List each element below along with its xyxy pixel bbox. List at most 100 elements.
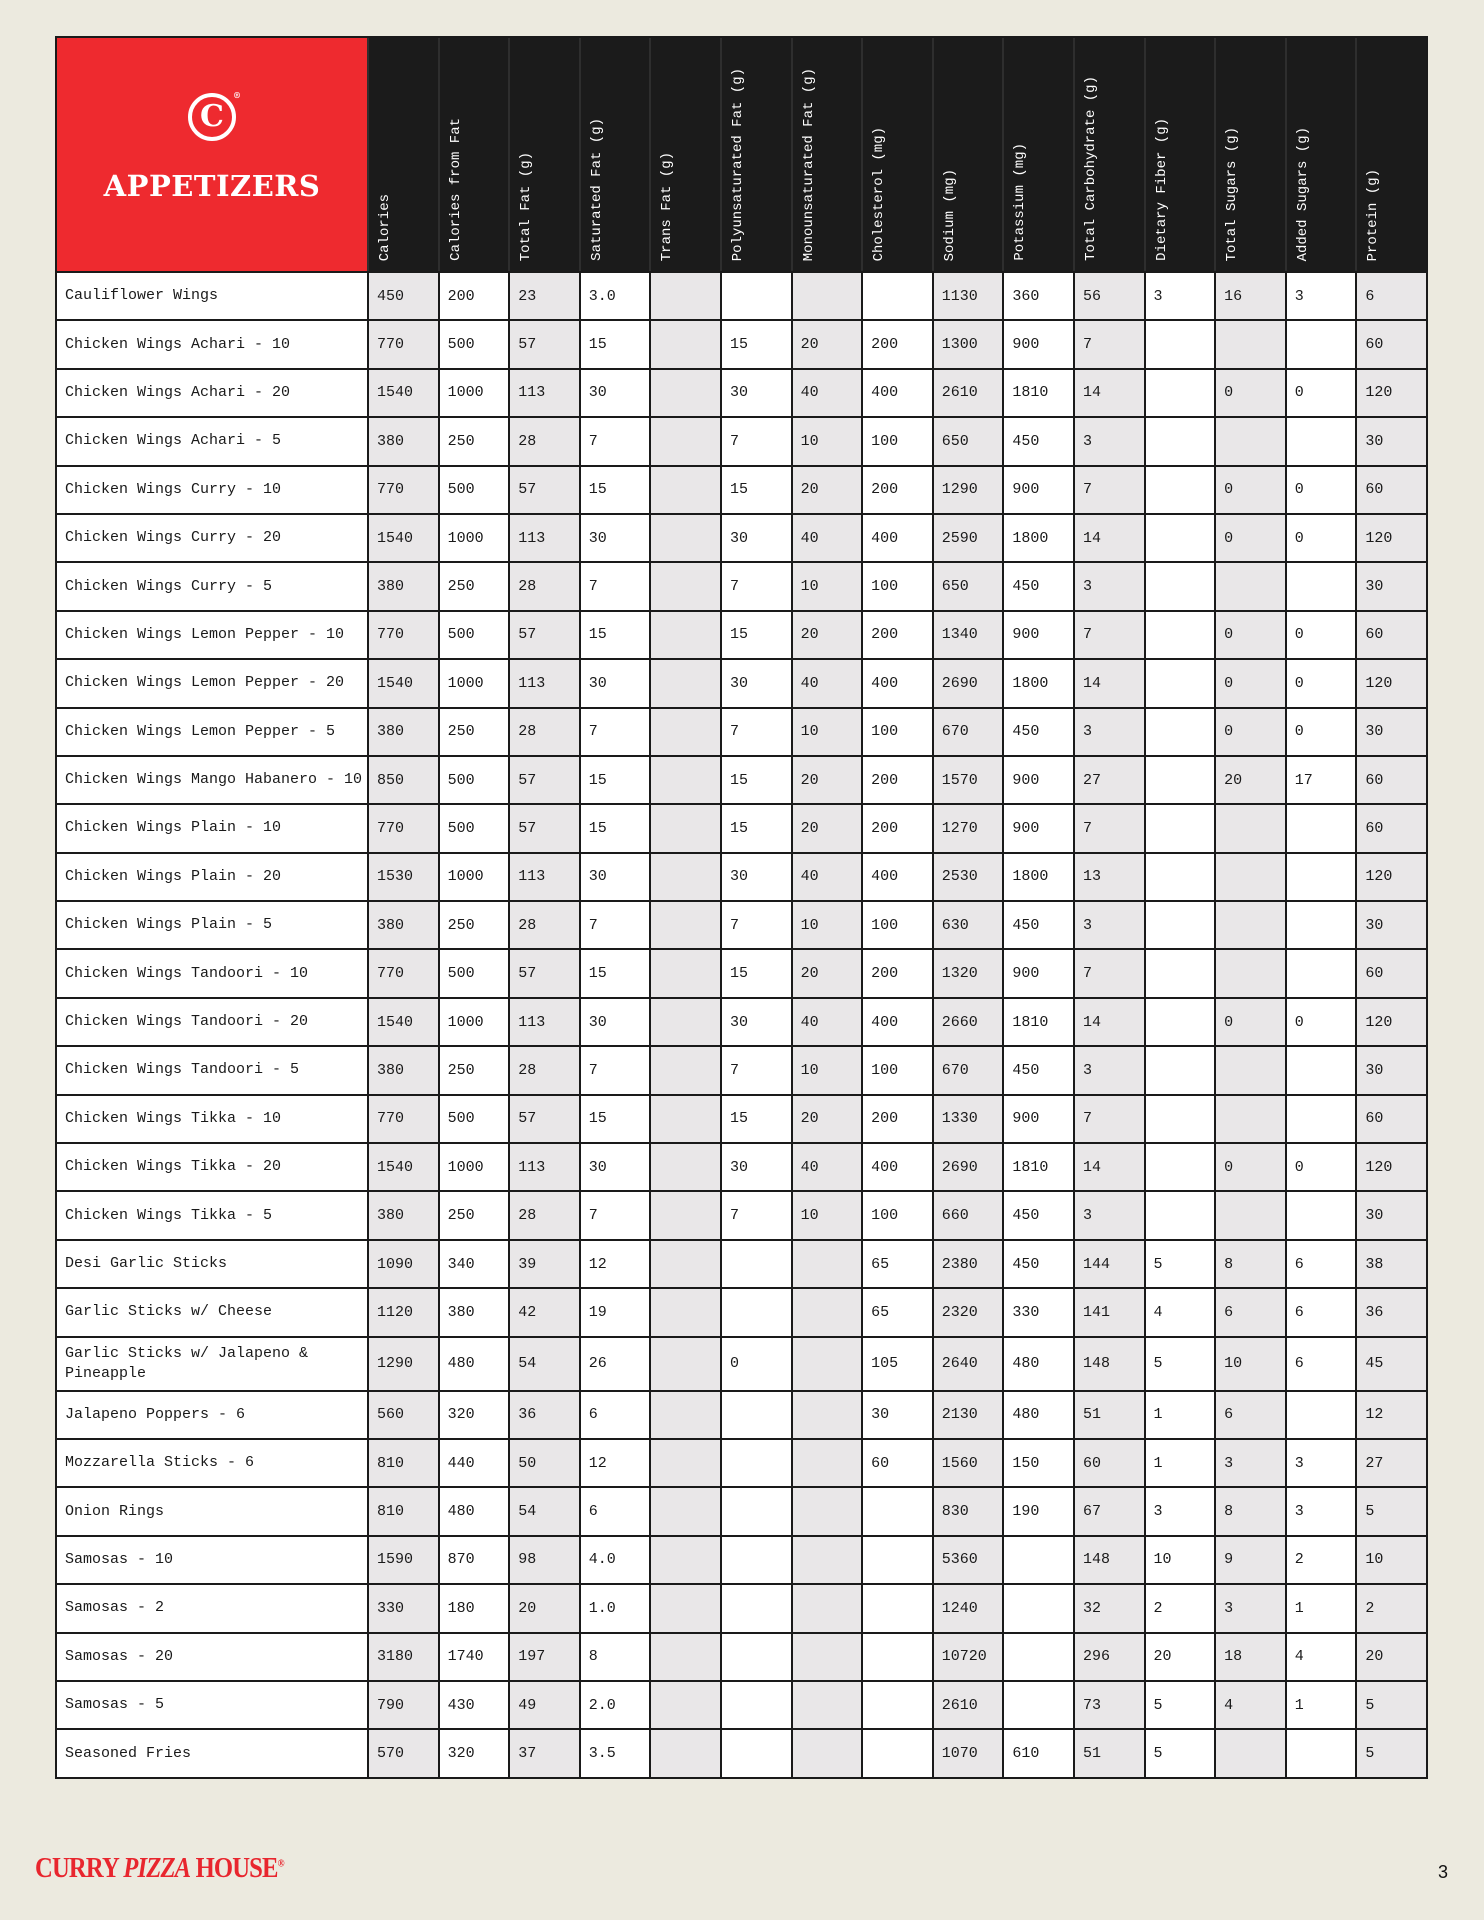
table-cell: 3 [1214, 1439, 1285, 1487]
table-cell: 480 [437, 1337, 509, 1390]
table-cell: 6 [1214, 1391, 1285, 1438]
table-cell: 770 [367, 321, 438, 368]
table-cell: 150 [1002, 1439, 1073, 1487]
table-cell: 7 [1072, 950, 1144, 997]
table-cell: 2610 [931, 1681, 1003, 1729]
column-header: Protein (g) [1355, 38, 1426, 271]
table-cell: 54 [508, 1488, 579, 1535]
table-cell: 5360 [931, 1536, 1003, 1584]
table-cell: 15 [578, 805, 650, 852]
table-cell: 141 [1072, 1289, 1144, 1336]
column-header-label: Sodium (mg) [941, 168, 958, 261]
table-cell: 105 [861, 1337, 932, 1390]
table-row: Chicken Wings Plain - 5 380 250 28 7 7 10 100 63… [57, 900, 1426, 949]
column-header-label: Dietary Fiber (g) [1153, 118, 1170, 261]
table-cell: 100 [861, 418, 932, 465]
table-cell: 60 [861, 1439, 932, 1487]
table-cell [790, 1391, 862, 1438]
item-name: Chicken Wings Plain - 20 [65, 867, 282, 885]
table-cell: 1530 [367, 853, 438, 901]
table-cell [1214, 950, 1285, 997]
table-cell: 120 [1355, 998, 1426, 1046]
table-row: Onion Rings 810 480 54 6 830 190 67 3 8 3 5 [57, 1486, 1426, 1535]
table-cell [1002, 1536, 1073, 1584]
table-cell: 30 [1355, 563, 1426, 610]
table-row: Seasoned Fries 570 320 37 3.5 1070 610 51 5 5 [57, 1728, 1426, 1777]
table-cell: 320 [437, 1730, 509, 1777]
table-cell: 100 [861, 563, 932, 610]
table-cell: 7 [578, 1192, 650, 1239]
brand-logo-icon: C ® [188, 91, 241, 141]
table-cell: 7 [1072, 805, 1144, 852]
table-cell: 870 [437, 1536, 509, 1584]
table-cell: 0 [1284, 708, 1356, 755]
table-body: Cauliflower Wings 450 200 23 3.0 1130 360 56 3 16… [57, 271, 1426, 1777]
table-cell: 10 [790, 418, 862, 465]
table-cell: 0 [719, 1337, 791, 1390]
table-cell: 38 [1355, 1240, 1426, 1288]
table-cell: 450 [1002, 1240, 1073, 1288]
table-cell: 2130 [931, 1391, 1003, 1438]
table-cell: 57 [508, 950, 579, 997]
section-banner: C ® APPETIZERS [57, 38, 367, 271]
table-cell: 1 [1143, 1391, 1215, 1438]
table-cell: 3 [1072, 1047, 1144, 1094]
table-row: Chicken Wings Tandoori - 20 1540 1000 113 30… [57, 996, 1426, 1046]
table-cell [861, 1681, 932, 1729]
table-cell: 30 [719, 998, 791, 1046]
table-cell: 10 [790, 563, 862, 610]
table-cell: 49 [508, 1681, 579, 1729]
table-cell [719, 1585, 791, 1632]
item-name: Samosas - 5 [65, 1696, 165, 1714]
table-cell: 18 [1214, 1633, 1285, 1680]
table-cell: 20 [790, 756, 862, 804]
table-cell: 7 [719, 418, 791, 465]
table-cell: 400 [861, 853, 932, 901]
table-cell: 0 [1214, 514, 1285, 562]
table-cell: 30 [861, 1391, 932, 1438]
table-cell: 7 [578, 1047, 650, 1094]
table-row: Garlic Sticks w/ Jalapeno & Pineapple 129… [57, 1335, 1426, 1390]
table-cell [1143, 1144, 1215, 1191]
table-cell: 15 [578, 950, 650, 997]
item-name: Chicken Wings Plain - 10 [65, 819, 282, 837]
table-cell: 1000 [437, 853, 509, 901]
item-name: Chicken Wings Tandoori - 5 [65, 1061, 300, 1079]
table-cell [1143, 611, 1215, 659]
table-cell [649, 1681, 720, 1729]
item-name: Garlic Sticks w/ Jalapeno & Pineapple [65, 1344, 309, 1382]
table-cell: 5 [1143, 1240, 1215, 1288]
table-cell: 6 [1355, 273, 1426, 320]
table-cell: 28 [508, 418, 579, 465]
table-cell: 120 [1355, 853, 1426, 901]
table-cell: 900 [1002, 805, 1073, 852]
table-cell: 500 [437, 611, 509, 659]
table-row: Chicken Wings Lemon Pepper - 10 770 500 57 1… [57, 609, 1426, 659]
table-cell: 0 [1214, 1144, 1285, 1191]
table-cell [1002, 1633, 1073, 1680]
table-cell [790, 1585, 862, 1632]
table-cell [1214, 902, 1285, 949]
table-cell: 30 [578, 998, 650, 1046]
table-cell [790, 1536, 862, 1584]
table-cell: 15 [578, 756, 650, 804]
table-cell [861, 1730, 932, 1777]
table-cell: 20 [508, 1585, 579, 1632]
table-cell [719, 1730, 791, 1777]
table-cell: 900 [1002, 1095, 1073, 1143]
table-cell: 12 [1355, 1391, 1426, 1438]
table-cell [649, 902, 720, 949]
table-cell: 1340 [931, 611, 1003, 659]
table-cell: 73 [1072, 1681, 1144, 1729]
table-cell: 330 [1002, 1289, 1073, 1336]
table-cell: 100 [861, 708, 932, 755]
table-cell: 12 [578, 1439, 650, 1487]
table-cell: 30 [719, 369, 791, 417]
table-cell: 14 [1072, 369, 1144, 417]
table-cell: 450 [1002, 418, 1073, 465]
table-row: Mozzarella Sticks - 6 810 440 50 12 60 1560 150… [57, 1437, 1426, 1487]
table-cell [790, 1488, 862, 1535]
table-cell: 4.0 [578, 1536, 650, 1584]
table-cell [649, 998, 720, 1046]
table-cell: 7 [578, 708, 650, 755]
